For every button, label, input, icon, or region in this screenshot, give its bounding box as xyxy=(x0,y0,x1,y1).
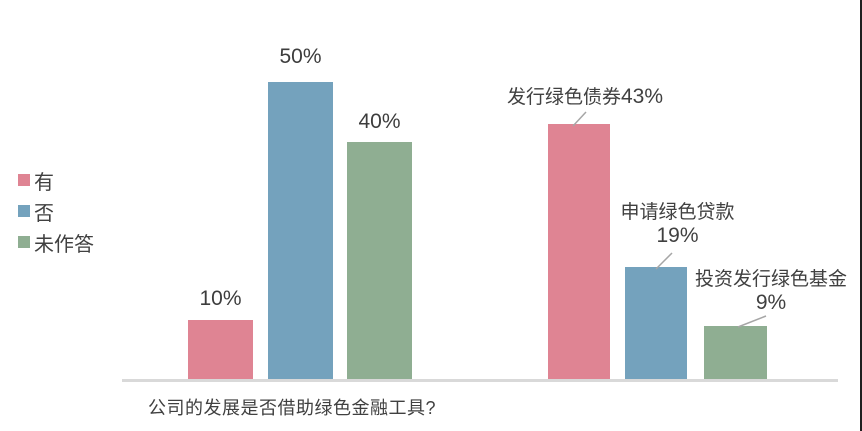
bar-right-green-loan xyxy=(625,267,687,380)
x-axis-label: 公司的发展是否借助绿色金融工具? xyxy=(148,398,437,418)
callout-green-bond-text: 发行绿色债券 xyxy=(506,87,621,108)
legend-swatch-weizuoda xyxy=(18,236,30,248)
callout-green-fund-value: 9% xyxy=(755,291,787,314)
legend-label-fou: 否 xyxy=(34,202,54,225)
value-label-40: 40% xyxy=(358,110,401,133)
bar-left-weizuoda xyxy=(347,142,412,380)
legend-swatch-fou xyxy=(18,205,30,217)
callout-green-fund: 投资发行绿色基金 9% xyxy=(682,268,860,315)
bar-left-you xyxy=(188,320,253,380)
legend-label-weizuoda: 未作答 xyxy=(34,233,94,256)
legend-item-fou: 否 xyxy=(18,199,94,225)
bar-right-green-fund xyxy=(704,326,767,380)
callout-green-loan-value: 19% xyxy=(656,224,699,247)
callout-green-loan: 申请绿色贷款 19% xyxy=(595,201,760,248)
callout-green-loan-text: 申请绿色贷款 xyxy=(620,202,735,223)
callout-green-bond-value: 43% xyxy=(620,85,664,108)
bar-left-fou xyxy=(268,82,333,380)
right-edge-border xyxy=(860,0,862,431)
legend-swatch-you xyxy=(18,174,30,186)
value-label-50: 50% xyxy=(279,45,322,68)
legend-label-you: 有 xyxy=(34,171,54,194)
legend-item-you: 有 xyxy=(18,168,94,194)
bar-right-green-bond xyxy=(548,124,610,380)
x-axis-line xyxy=(122,379,838,382)
callout-green-bond: 发行绿色债券43% xyxy=(500,85,670,109)
legend-item-weizuoda: 未作答 xyxy=(18,230,94,256)
value-label-10: 10% xyxy=(199,287,242,310)
legend: 有 否 未作答 xyxy=(18,168,94,261)
callout-green-fund-text: 投资发行绿色基金 xyxy=(694,269,847,290)
